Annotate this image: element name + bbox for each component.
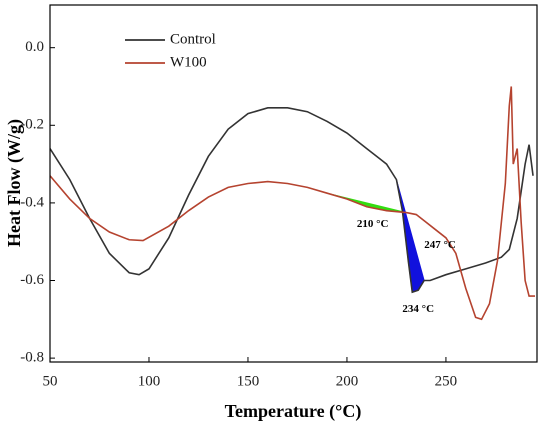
annotation: 247 °C	[424, 239, 456, 251]
annotation: 210 °C	[357, 218, 389, 230]
y-tick-label: -0.2	[20, 117, 44, 133]
series-line	[49, 107, 534, 294]
x-tick-label: 200	[336, 373, 359, 389]
legend-label: Control	[170, 31, 216, 47]
x-tick-label: 100	[138, 373, 161, 389]
y-tick-label: 0.0	[25, 39, 44, 55]
x-tick-label: 150	[237, 373, 260, 389]
y-tick-label: -0.8	[20, 350, 44, 366]
y-tick-label: -0.6	[20, 272, 44, 288]
annotation: 234 °C	[402, 303, 434, 315]
y-tick-label: -0.4	[20, 194, 44, 210]
x-tick-label: 250	[435, 373, 458, 389]
y-axis-title: Heat Flow (W/g)	[4, 119, 25, 247]
x-axis-title: Temperature (°C)	[225, 401, 362, 422]
plot-frame	[49, 4, 538, 363]
legend-label: W100	[170, 54, 207, 70]
x-tick-label: 50	[43, 373, 58, 389]
series-line	[49, 86, 536, 321]
